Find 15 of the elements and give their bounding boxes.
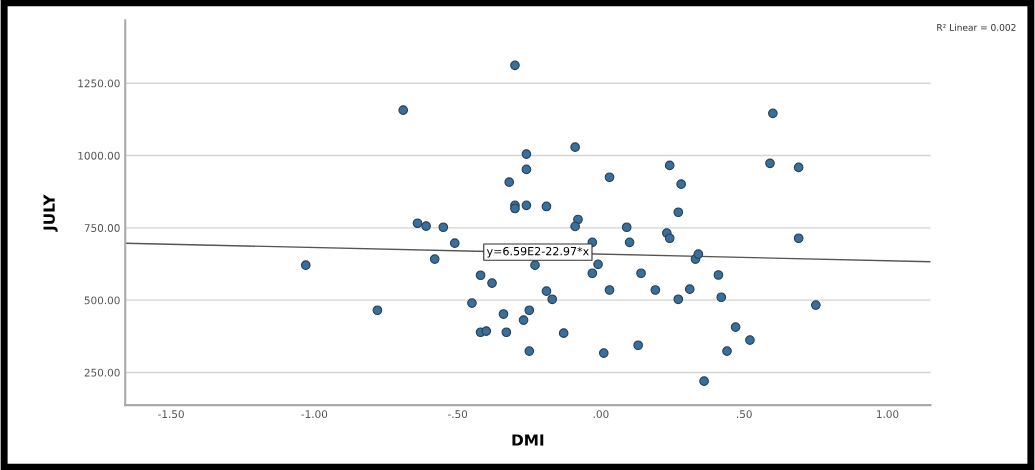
x-axis-title: DMI	[512, 434, 544, 446]
x-tick-label: -1.00	[301, 410, 328, 419]
x-tick-label: -.50	[447, 410, 468, 419]
x-tick-label: 1.00	[877, 410, 899, 419]
x-tick-label: .00	[593, 410, 609, 419]
y-tick-label: 500.00	[84, 296, 120, 305]
y-axis-title: JULY	[43, 194, 58, 232]
annotation: y=6.59E2-22.97*x	[486, 246, 589, 258]
y-tick-label: 1250.00	[78, 79, 120, 88]
text: R² Linear = 0.002	[937, 23, 1016, 31]
x-tick-label: -1.50	[158, 410, 184, 419]
y-tick-label: 250.00	[84, 368, 120, 377]
y-tick-label: 1000.00	[78, 151, 120, 160]
y-tick-label: 750.00	[84, 224, 120, 232]
x-tick-label: .50	[737, 410, 752, 419]
